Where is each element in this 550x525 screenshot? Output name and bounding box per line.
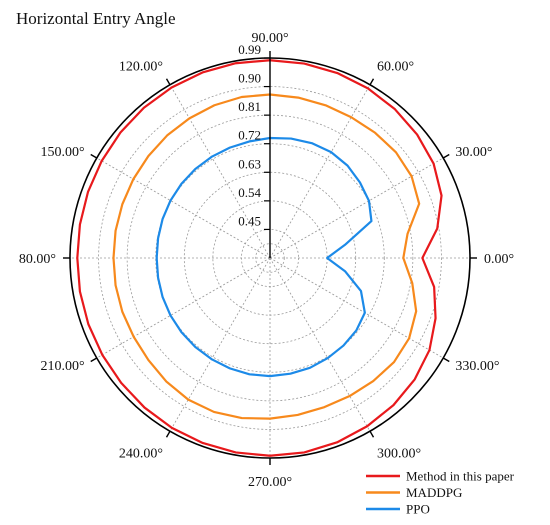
angle-tick-label: 80.00° [19,252,56,267]
angle-tick-label: 150.00° [41,145,85,160]
grid-ring [98,86,442,430]
angle-tick-mark [90,153,98,159]
grid-spoke [169,84,271,259]
angle-tick-mark [165,78,171,86]
angle-tick-label: 120.00° [119,60,163,75]
legend-label-1: MADDPG [406,485,462,500]
grid-spoke [269,157,444,259]
grid-spoke [169,257,271,432]
legend-label-0: Method in this paper [406,469,515,484]
series-line-2 [155,136,373,378]
grid-spoke [269,84,371,259]
angle-tick-label: 30.00° [455,145,492,160]
angle-tick-label: 210.00° [41,359,85,374]
grid-ring [155,143,385,373]
chart-title: Horizontal Entry Angle [16,9,176,28]
radial-tick-label: 0.45 [238,213,261,228]
angle-tick-label: 300.00° [377,446,421,461]
angle-tick-label: 330.00° [455,359,499,374]
angle-tick-mark [369,430,375,438]
grid-spoke [96,157,271,259]
grid-spoke [96,257,271,359]
angle-tick-mark [442,357,450,363]
angle-tick-mark [442,153,450,159]
series-lines [76,59,443,457]
grid-spoke [269,257,371,432]
angle-tick-mark [165,430,171,438]
angle-tick-mark [369,78,375,86]
angle-tick-mark [90,357,98,363]
radial-tick-label: 0.72 [238,128,261,143]
radial-tick-label: 0.54 [238,185,261,200]
angle-tick-label: 0.00° [484,252,514,267]
grid-ring [255,243,285,273]
angle-tick-label: 60.00° [377,60,414,75]
polar-frame [63,51,477,465]
grid-spoke [269,257,444,359]
tick-labels: 0.45 0.54 0.63 0.72 0.81 0.90 0.99 0.00° 30.00° 6… [19,31,514,490]
angle-tick-label: 240.00° [119,446,163,461]
series-line-1 [112,93,421,420]
radial-tick-label: 0.90 [238,71,261,86]
radial-tick-label: 0.81 [238,99,261,114]
legend-label-2: PPO [406,502,430,517]
radial-tick-label: 0.99 [238,42,261,57]
angle-tick-label: 90.00° [251,31,288,46]
series-line-0 [76,59,443,457]
angle-tick-label: 270.00° [248,475,292,490]
radial-tick-label: 0.63 [238,156,261,171]
